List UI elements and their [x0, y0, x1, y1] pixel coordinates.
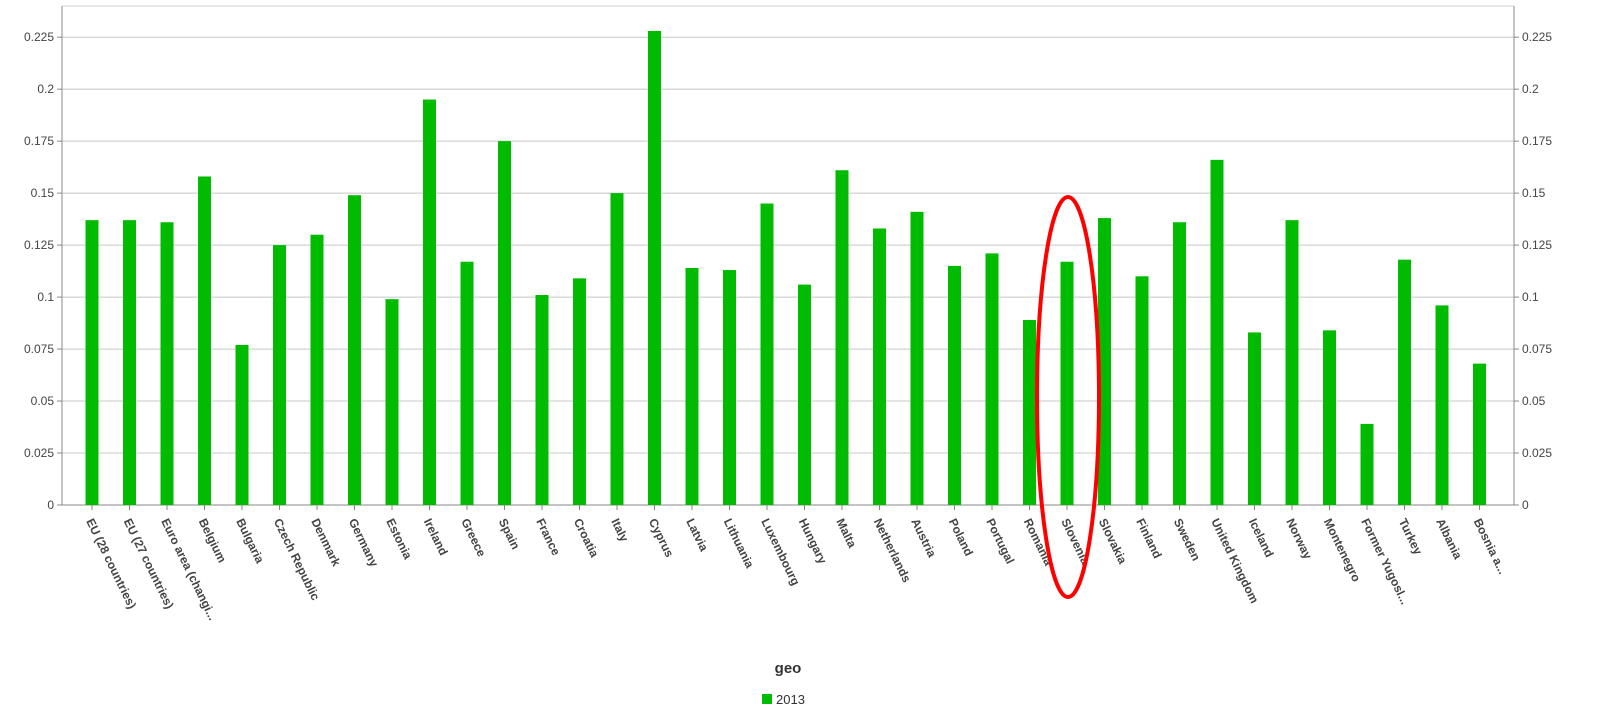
y-tick-label-left: 0 [47, 498, 54, 512]
x-tick-label: Norway [1283, 516, 1315, 561]
bar [948, 265, 961, 505]
y-tick-label-right: 0.075 [1522, 342, 1552, 356]
y-tick-label-left: 0.025 [24, 446, 54, 460]
x-tick-label: Croatia [571, 516, 602, 560]
highlight-ellipse [1035, 195, 1101, 599]
x-tick-label: Malta [833, 516, 859, 550]
bar [1360, 423, 1374, 505]
x-tick-label: Portugal [983, 516, 1017, 566]
x-axis-category-labels: EU (28 countries)EU (27 countries)Euro a… [83, 505, 1510, 622]
bar [1173, 222, 1186, 505]
y-axis-right: 0 0.025 0.05 0.075 0.1 0.125 0.15 0.175 0.2 0.225 [1514, 30, 1552, 512]
y-tick-label-left: 0.2 [37, 82, 54, 96]
x-axis-title: geo [775, 660, 802, 677]
bar [1473, 363, 1486, 505]
bar [1248, 332, 1261, 505]
x-tick-label: Italy [608, 516, 631, 544]
y-tick-label-right: 0.2 [1522, 82, 1539, 96]
x-tick-label: Slovakia [1096, 516, 1130, 566]
x-tick-label: Ireland [421, 516, 451, 558]
bar [685, 267, 699, 505]
bar [1285, 220, 1299, 505]
bar [835, 170, 849, 506]
x-tick-label: Finland [1133, 516, 1164, 560]
bar [1210, 159, 1224, 505]
x-tick-label: Poland [946, 516, 976, 558]
bar [348, 195, 361, 505]
x-tick-label: Hungary [796, 516, 830, 566]
bar [1098, 218, 1111, 505]
grid-lines [62, 36, 1514, 454]
y-tick-label-right: 0.05 [1522, 394, 1546, 408]
bar [723, 270, 736, 505]
legend: 2013 [762, 692, 805, 707]
x-tick-label: Latvia [683, 516, 711, 554]
y-tick-label-left: 0.175 [24, 134, 54, 148]
x-tick-label: Greece [458, 516, 489, 559]
bar [573, 278, 586, 505]
bar [1060, 261, 1074, 505]
x-tick-label: Austria [908, 516, 939, 560]
bar [1398, 259, 1411, 505]
bar [198, 176, 211, 505]
x-tick-label: Albania [1433, 516, 1465, 561]
bar [273, 245, 286, 505]
x-tick-label: Lithuania [721, 516, 757, 570]
y-tick-label-left: 0.1 [37, 290, 54, 304]
y-axis-left: 0 0.025 0.05 0.075 0.1 0.125 0.15 0.175 0.2 0.225 [24, 30, 62, 512]
y-tick-label-left: 0.15 [31, 186, 55, 200]
bar [310, 234, 324, 506]
bar [535, 295, 549, 505]
x-tick-label: Turkey [1396, 516, 1426, 557]
y-tick-label-right: 0.125 [1522, 238, 1552, 252]
bar [1435, 305, 1449, 505]
bar [123, 220, 136, 505]
y-tick-label-right: 0 [1522, 498, 1529, 512]
bar [423, 99, 436, 505]
bars [85, 30, 1486, 506]
bar [160, 222, 174, 505]
x-tick-label: Iceland [1246, 516, 1277, 559]
x-tick-label: France [533, 516, 563, 558]
x-tick-label: Spain [496, 516, 523, 552]
y-tick-label-left: 0.225 [24, 30, 54, 44]
bar [498, 141, 511, 506]
x-tick-label: Denmark [308, 516, 343, 569]
bar [648, 30, 661, 505]
bar [1323, 330, 1336, 505]
bar [85, 220, 99, 505]
y-tick-label-right: 0.225 [1522, 30, 1552, 44]
x-tick-label: Belgium [196, 516, 229, 565]
x-tick-label: Bulgaria [233, 516, 267, 566]
x-tick-label: Germany [346, 516, 382, 569]
x-tick-label: Netherlands [871, 516, 914, 585]
x-tick-label: Luxembourg [758, 516, 802, 587]
x-tick-label: Bosnia a... [1471, 516, 1510, 576]
legend-label: 2013 [776, 692, 805, 707]
x-tick-label: Sweden [1171, 516, 1203, 563]
bar [385, 299, 399, 505]
y-tick-label-left: 0.125 [24, 238, 54, 252]
legend-swatch [762, 694, 772, 704]
bar [760, 203, 774, 506]
y-tick-label-right: 0.025 [1522, 446, 1552, 460]
y-tick-label-left: 0.075 [24, 342, 54, 356]
bar [610, 193, 624, 505]
x-tick-label: Estonia [383, 516, 415, 561]
y-tick-label-left: 0.05 [31, 394, 55, 408]
x-tick-label: Cyprus [646, 516, 677, 560]
bar [873, 228, 886, 506]
bar [910, 211, 924, 505]
bar [985, 253, 999, 505]
y-tick-label-right: 0.15 [1522, 186, 1546, 200]
bar [235, 344, 249, 505]
x-tick-label: Montenegro [1321, 516, 1364, 584]
y-tick-label-right: 0.1 [1522, 290, 1539, 304]
bar [460, 261, 474, 505]
bar [798, 284, 811, 505]
y-tick-label-right: 0.175 [1522, 134, 1552, 148]
bar [1023, 319, 1036, 505]
bar [1135, 276, 1149, 505]
